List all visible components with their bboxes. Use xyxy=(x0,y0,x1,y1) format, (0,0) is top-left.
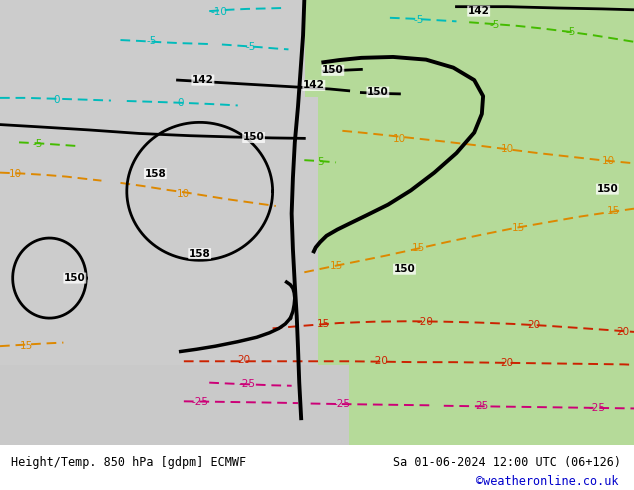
Text: -5: -5 xyxy=(413,15,424,24)
Text: Sa 01-06-2024 12:00 UTC (06+126): Sa 01-06-2024 12:00 UTC (06+126) xyxy=(393,456,621,468)
Text: 15: 15 xyxy=(330,261,342,271)
Text: 158: 158 xyxy=(189,248,210,259)
Text: 0: 0 xyxy=(178,98,184,108)
Text: 150: 150 xyxy=(394,264,415,274)
Text: 15: 15 xyxy=(20,341,33,351)
Text: 15: 15 xyxy=(317,319,330,329)
Text: -25: -25 xyxy=(191,397,208,407)
Text: 10: 10 xyxy=(501,144,514,154)
Text: 10: 10 xyxy=(393,134,406,144)
Text: 150: 150 xyxy=(64,273,86,283)
Text: -5: -5 xyxy=(245,42,256,52)
Text: -20: -20 xyxy=(372,356,389,367)
Text: 15: 15 xyxy=(512,223,524,233)
Text: 15: 15 xyxy=(412,243,425,253)
Text: -20: -20 xyxy=(417,317,433,327)
Text: 20: 20 xyxy=(616,327,629,337)
Text: 150: 150 xyxy=(367,87,389,97)
Text: 25: 25 xyxy=(476,401,488,411)
Text: -25: -25 xyxy=(334,398,351,409)
Text: Height/Temp. 850 hPa [gdpm] ECMWF: Height/Temp. 850 hPa [gdpm] ECMWF xyxy=(11,456,247,468)
Text: 20: 20 xyxy=(238,355,250,366)
Text: -25: -25 xyxy=(589,403,605,413)
Text: 10: 10 xyxy=(602,156,615,166)
Text: 10: 10 xyxy=(178,189,190,198)
Text: 150: 150 xyxy=(597,184,618,194)
Text: 20: 20 xyxy=(501,358,514,368)
Text: 15: 15 xyxy=(607,206,620,217)
Text: 142: 142 xyxy=(303,80,325,91)
Text: 10: 10 xyxy=(10,169,22,178)
Text: ©weatheronline.co.uk: ©weatheronline.co.uk xyxy=(476,475,618,489)
Text: 150: 150 xyxy=(243,132,264,143)
Text: -5: -5 xyxy=(566,27,576,37)
Text: -5: -5 xyxy=(489,20,500,30)
Text: -25: -25 xyxy=(239,379,256,389)
Text: 0: 0 xyxy=(54,95,60,105)
Text: 142: 142 xyxy=(468,6,489,16)
Text: 5: 5 xyxy=(317,156,323,167)
Text: -10: -10 xyxy=(210,7,227,18)
Text: -5: -5 xyxy=(33,139,43,149)
Text: -5: -5 xyxy=(147,36,157,47)
Text: 150: 150 xyxy=(322,65,344,75)
Text: 142: 142 xyxy=(192,75,214,85)
Text: 20: 20 xyxy=(527,320,540,330)
Text: 158: 158 xyxy=(145,169,166,178)
